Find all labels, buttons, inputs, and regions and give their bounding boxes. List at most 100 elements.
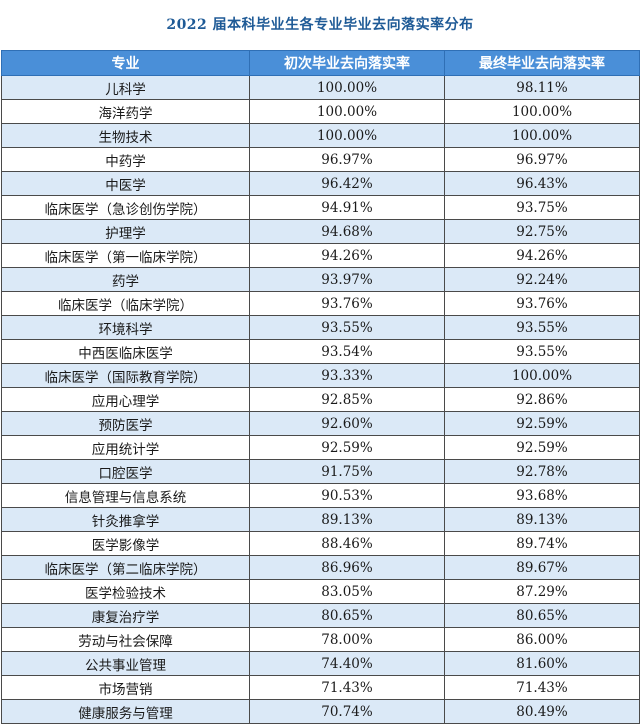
cell-initial-rate: 93.54% [249,339,445,364]
cell-initial-rate: 92.59% [249,435,445,460]
cell-final-rate: 92.59% [444,435,640,460]
table-row: 预防医学 92.60% 92.59% [1,411,640,436]
cell-major: 临床医学（国际教育学院） [1,363,250,388]
cell-initial-rate: 86.96% [249,555,445,580]
cell-major: 预防医学 [1,411,250,436]
cell-major: 生物技术 [1,123,250,148]
cell-final-rate: 87.29% [444,579,640,604]
cell-final-rate: 100.00% [444,363,640,388]
cell-initial-rate: 91.75% [249,459,445,484]
table-row: 应用统计学 92.59% 92.59% [1,435,640,460]
cell-initial-rate: 93.76% [249,291,445,316]
cell-initial-rate: 90.53% [249,483,445,508]
cell-major: 市场营销 [1,675,250,700]
cell-initial-rate: 93.97% [249,267,445,292]
table-row: 临床医学（国际教育学院） 93.33% 100.00% [1,363,640,388]
cell-final-rate: 92.78% [444,459,640,484]
table-row: 市场营销 71.43% 71.43% [1,675,640,700]
table-row: 中药学 96.97% 96.97% [1,147,640,172]
cell-final-rate: 98.11% [444,75,640,100]
table-row: 临床医学（临床学院） 93.76% 93.76% [1,291,640,316]
cell-initial-rate: 88.46% [249,531,445,556]
cell-initial-rate: 89.13% [249,507,445,532]
cell-final-rate: 93.75% [444,195,640,220]
table-row: 公共事业管理 74.40% 81.60% [1,651,640,676]
cell-major: 临床医学（第一临床学院） [1,243,250,268]
cell-major: 儿科学 [1,75,250,100]
cell-initial-rate: 94.26% [249,243,445,268]
table-row: 劳动与社会保障 78.00% 86.00% [1,627,640,652]
table-row: 康复治疗学 80.65% 80.65% [1,603,640,628]
table-row: 医学检验技术 83.05% 87.29% [1,579,640,604]
table-row: 健康服务与管理 70.74% 80.49% [1,699,640,724]
cell-major: 临床医学（急诊创伤学院） [1,195,250,220]
cell-major: 护理学 [1,219,250,244]
cell-final-rate: 71.43% [444,675,640,700]
cell-major: 药学 [1,267,250,292]
cell-initial-rate: 70.74% [249,699,445,724]
cell-final-rate: 100.00% [444,123,640,148]
cell-final-rate: 81.60% [444,651,640,676]
cell-initial-rate: 94.68% [249,219,445,244]
header-row: 专业 初次毕业去向落实率 最终毕业去向落实率 [1,50,640,76]
cell-major: 针灸推拿学 [1,507,250,532]
cell-final-rate: 93.55% [444,339,640,364]
cell-final-rate: 96.43% [444,171,640,196]
cell-final-rate: 100.00% [444,99,640,124]
table-row: 针灸推拿学 89.13% 89.13% [1,507,640,532]
table-title: 2022 届本科毕业生各专业毕业去向落实率分布 [166,17,474,33]
cell-initial-rate: 100.00% [249,75,445,100]
table-row: 临床医学（急诊创伤学院） 94.91% 93.75% [1,195,640,220]
table-row: 临床医学（第二临床学院） 86.96% 89.67% [1,555,640,580]
cell-major: 环境科学 [1,315,250,340]
cell-initial-rate: 83.05% [249,579,445,604]
cell-initial-rate: 93.33% [249,363,445,388]
cell-initial-rate: 96.97% [249,147,445,172]
cell-major: 应用心理学 [1,387,250,412]
cell-final-rate: 94.26% [444,243,640,268]
cell-major: 海洋药学 [1,99,250,124]
cell-initial-rate: 92.85% [249,387,445,412]
cell-final-rate: 92.59% [444,411,640,436]
cell-final-rate: 80.65% [444,603,640,628]
cell-final-rate: 93.76% [444,291,640,316]
table-row: 生物技术 100.00% 100.00% [1,123,640,148]
cell-final-rate: 89.13% [444,507,640,532]
cell-initial-rate: 78.00% [249,627,445,652]
cell-major: 医学检验技术 [1,579,250,604]
cell-major: 中医学 [1,171,250,196]
cell-major: 健康服务与管理 [1,699,250,724]
table-row: 中西医临床医学 93.54% 93.55% [1,339,640,364]
cell-final-rate: 93.55% [444,315,640,340]
table-row: 海洋药学 100.00% 100.00% [1,99,640,124]
cell-final-rate: 80.49% [444,699,640,724]
column-header-initial-rate: 初次毕业去向落实率 [249,50,445,76]
table-row: 护理学 94.68% 92.75% [1,219,640,244]
cell-major: 中西医临床医学 [1,339,250,364]
cell-final-rate: 92.86% [444,387,640,412]
column-header-major: 专业 [1,50,250,76]
cell-major: 公共事业管理 [1,651,250,676]
cell-initial-rate: 92.60% [249,411,445,436]
cell-major: 医学影像学 [1,531,250,556]
cell-final-rate: 89.74% [444,531,640,556]
table-row: 环境科学 93.55% 93.55% [1,315,640,340]
cell-final-rate: 96.97% [444,147,640,172]
cell-final-rate: 92.24% [444,267,640,292]
table-row: 中医学 96.42% 96.43% [1,171,640,196]
table-row: 应用心理学 92.85% 92.86% [1,387,640,412]
cell-initial-rate: 93.55% [249,315,445,340]
cell-initial-rate: 100.00% [249,123,445,148]
cell-major: 应用统计学 [1,435,250,460]
placement-rate-table: 专业 初次毕业去向落实率 最终毕业去向落实率 儿科学 100.00% 98.11% 海… [1,50,640,724]
table-body: 儿科学 100.00% 98.11% 海洋药学 100.00% 100.00% 生物技术 10… [1,75,640,724]
table-row: 信息管理与信息系统 90.53% 93.68% [1,483,640,508]
table-row: 医学影像学 88.46% 89.74% [1,531,640,556]
cell-initial-rate: 94.91% [249,195,445,220]
cell-major: 康复治疗学 [1,603,250,628]
table-row: 药学 93.97% 92.24% [1,267,640,292]
cell-major: 信息管理与信息系统 [1,483,250,508]
table-row: 儿科学 100.00% 98.11% [1,75,640,100]
cell-initial-rate: 74.40% [249,651,445,676]
cell-final-rate: 93.68% [444,483,640,508]
